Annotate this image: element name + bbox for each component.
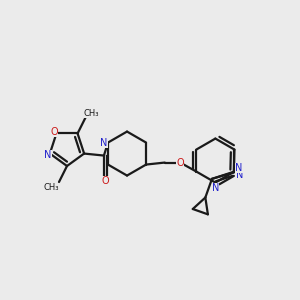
Text: N: N [212, 183, 219, 193]
Text: O: O [101, 176, 109, 186]
Text: N: N [100, 138, 108, 148]
Text: N: N [236, 169, 243, 180]
Text: N: N [235, 164, 242, 173]
Text: CH₃: CH₃ [84, 109, 99, 118]
Text: N: N [44, 150, 52, 160]
Text: O: O [51, 128, 58, 137]
Text: CH₃: CH₃ [43, 182, 59, 191]
Text: O: O [176, 158, 184, 168]
